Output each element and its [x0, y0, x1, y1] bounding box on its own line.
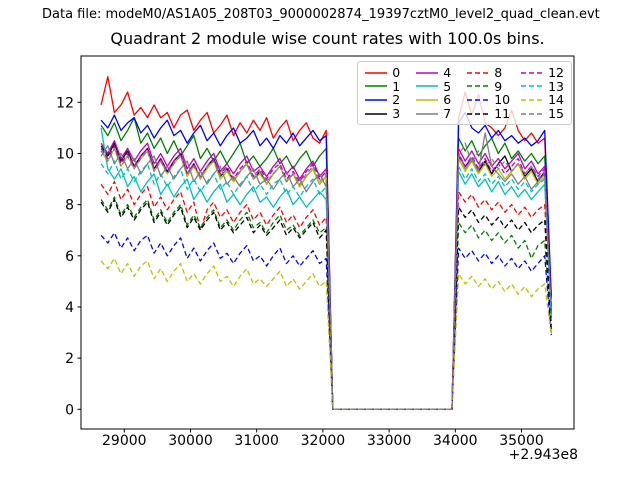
legend-item-9: 9: [467, 79, 510, 94]
legend: 0 1 2 3 4 5 6 7 8 9 10 11 12 13 14 15: [357, 61, 572, 126]
legend-label: 11: [494, 106, 511, 122]
legend-line-sample: [467, 99, 490, 101]
legend-label: 15: [548, 106, 564, 122]
legend-label: 3: [392, 106, 401, 122]
legend-line-sample: [416, 112, 439, 115]
legend-item-6: 6: [416, 92, 456, 107]
legend-line-sample: [521, 85, 544, 88]
legend-item-3: 3: [365, 106, 405, 121]
y-tick-label: 6: [65, 249, 74, 265]
x-tick-label: 33000: [367, 433, 412, 449]
legend-line-sample: [521, 99, 544, 101]
legend-item-5: 5: [416, 79, 456, 94]
legend-label: 7: [443, 106, 452, 122]
legend-line-sample: [365, 112, 388, 115]
series-12-line: [100, 145, 552, 410]
data-file-label: Data file: modeM0/AS1A05_208T03_90000028…: [42, 7, 600, 22]
legend-item-13: 13: [521, 79, 564, 94]
y-tick-label: 10: [56, 146, 74, 162]
legend-label: 10: [494, 92, 511, 108]
axes-frame: [80, 55, 575, 430]
x-tick-label: 31000: [234, 433, 279, 449]
legend-line-sample: [365, 99, 388, 101]
legend-label: 2: [392, 92, 401, 108]
legend-line-sample: [416, 72, 439, 74]
legend-line-sample: [467, 85, 490, 88]
legend-line-sample: [365, 72, 388, 74]
legend-label: 0: [392, 65, 401, 81]
series-15-line: [100, 142, 552, 410]
legend-line-sample: [416, 85, 439, 88]
legend-label: 14: [548, 92, 564, 108]
legend-label: 4: [443, 65, 452, 81]
x-tick-label: 29000: [102, 433, 147, 449]
x-axis-offset-label: +2.943e8: [508, 447, 578, 463]
legend-item-7: 7: [416, 106, 456, 121]
legend-line-sample: [467, 72, 490, 74]
y-tick-label: 8: [65, 198, 74, 214]
legend-item-14: 14: [521, 92, 564, 107]
legend-item-1: 1: [365, 79, 405, 94]
series-5-line: [100, 127, 552, 410]
legend-item-10: 10: [467, 92, 510, 107]
legend-line-sample: [365, 85, 388, 88]
legend-item-2: 2: [365, 92, 405, 107]
legend-label: 12: [548, 65, 564, 81]
series-2-line: [100, 111, 552, 410]
legend-label: 5: [443, 78, 452, 94]
series-1-line: [100, 117, 552, 410]
series-14-line: [100, 257, 552, 410]
y-tick-label: 4: [65, 300, 74, 316]
legend-label: 9: [494, 78, 503, 94]
x-tick-label: 35000: [499, 433, 544, 449]
legend-label: 8: [494, 65, 503, 81]
y-tick-label: 12: [56, 95, 74, 111]
x-tick-label: 32000: [301, 433, 346, 449]
y-tick-label: 0: [65, 402, 74, 418]
legend-label: 13: [548, 78, 564, 94]
series-4-line: [100, 140, 552, 410]
legend-item-15: 15: [521, 106, 564, 121]
series-11-line: [100, 198, 552, 410]
legend-item-0: 0: [365, 65, 405, 80]
legend-line-sample: [521, 112, 544, 115]
series-0-line: [100, 76, 552, 410]
legend-item-12: 12: [521, 65, 564, 80]
x-tick-label: 30000: [168, 433, 213, 449]
legend-line-sample: [467, 112, 490, 115]
legend-line-sample: [521, 72, 544, 74]
legend-label: 1: [392, 78, 401, 94]
legend-item-4: 4: [416, 65, 456, 80]
legend-label: 6: [443, 92, 452, 108]
x-tick-label: 34000: [433, 433, 478, 449]
y-tick-label: 2: [65, 351, 74, 367]
series-9-line: [100, 196, 552, 410]
series-8-line: [100, 180, 552, 410]
series-10-line: [100, 232, 552, 410]
chart-title: Quadrant 2 module wise count rates with …: [110, 29, 545, 48]
legend-item-11: 11: [467, 106, 510, 121]
legend-item-8: 8: [467, 65, 510, 80]
legend-line-sample: [416, 99, 439, 101]
series-13-line: [100, 160, 552, 410]
